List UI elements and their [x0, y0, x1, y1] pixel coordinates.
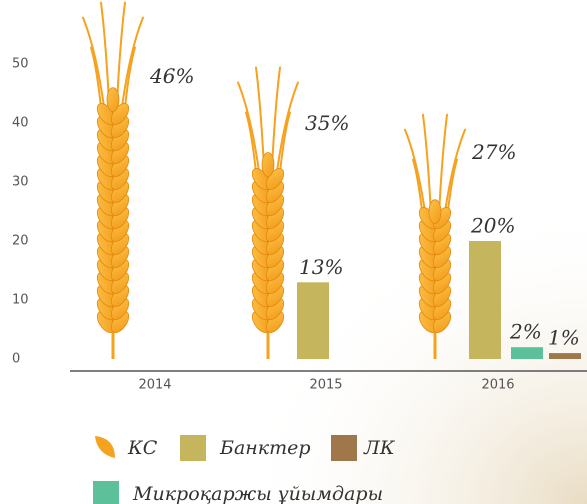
legend-swatch — [331, 435, 357, 461]
y-tick-label: 50 — [12, 57, 29, 72]
legend-swatch — [180, 435, 206, 461]
value-label: 13% — [299, 255, 343, 279]
value-label: 35% — [305, 111, 349, 135]
y-tick-label: 30 — [12, 175, 29, 190]
bar — [549, 353, 581, 359]
bar — [297, 282, 329, 359]
wheat-grain — [106, 87, 120, 112]
value-label: 46% — [149, 64, 194, 88]
y-tick-label: 40 — [12, 116, 29, 131]
value-label: 2% — [509, 320, 542, 344]
value-label: 20% — [470, 214, 515, 238]
legend-label: КС — [127, 437, 158, 459]
legend-label: Микроқаржы ұйымдары — [132, 483, 383, 504]
value-label: 1% — [548, 326, 580, 350]
wheat-grain — [261, 152, 275, 177]
y-tick-label: 20 — [12, 234, 29, 249]
x-tick-label: 2015 — [309, 378, 342, 393]
wheat-stalk — [82, 1, 144, 359]
y-tick-label: 10 — [12, 293, 29, 308]
wheat-stalk — [404, 113, 466, 359]
wheat-stalk — [237, 66, 299, 359]
legend-label: ЛК — [363, 437, 396, 459]
y-tick-label: 0 — [12, 352, 20, 367]
value-label: 27% — [471, 140, 516, 164]
x-tick-label: 2014 — [138, 378, 171, 393]
legend-swatch — [93, 481, 119, 504]
x-tick-label: 2016 — [481, 378, 514, 393]
wheat-grain — [428, 199, 442, 225]
legend-swatch — [95, 436, 115, 458]
legend-label: Банктер — [219, 437, 311, 459]
bar — [511, 347, 543, 359]
bar — [469, 241, 501, 359]
